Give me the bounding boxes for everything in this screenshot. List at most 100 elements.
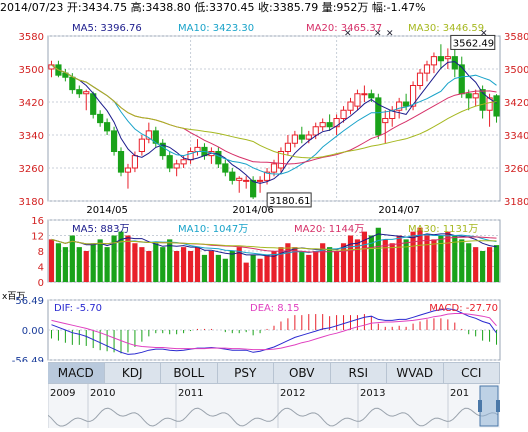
volume-bar (215, 254, 221, 282)
volume-bar (292, 247, 298, 282)
volume-bar (62, 247, 68, 282)
volume-bar (445, 231, 451, 282)
volume-bar (320, 243, 326, 282)
date-tick-label: 2014/05 (86, 205, 128, 216)
candle-body (166, 155, 173, 169)
candle-body (486, 97, 493, 111)
price-axis-right-label: 3580 (504, 32, 528, 43)
candle-body (145, 130, 152, 140)
volume-bar (153, 243, 159, 282)
event-marker-icon: ✕ (480, 29, 488, 39)
ma30-line (51, 64, 497, 159)
candle-body (472, 93, 479, 99)
tab-kdj[interactable]: KDJ (105, 363, 161, 383)
volume-bar (410, 231, 416, 282)
candle-body (104, 122, 111, 132)
candle-body (69, 76, 76, 91)
volume-bar (97, 239, 103, 282)
volume-axis-label: 0 (38, 278, 44, 289)
macd-axis-label: 56.49 (15, 296, 44, 307)
price-axis-left-label: 3420 (19, 98, 44, 109)
volume-unit-label: x百万 (2, 291, 25, 302)
dea-legend: DEA: 8.15 (250, 303, 300, 314)
candle-body (423, 64, 431, 74)
tab-macd[interactable]: MACD (48, 363, 105, 383)
volume-bar (257, 258, 263, 282)
tab-wvad[interactable]: WVAD (387, 363, 444, 383)
navigator-year-label: 2011 (178, 388, 203, 399)
volume-bar (313, 251, 319, 282)
navigator-selection-window[interactable] (479, 385, 499, 427)
candle-body (284, 142, 292, 152)
quote-date: 2014/07/23 (0, 1, 64, 14)
candle-body (250, 179, 257, 198)
low-price-callout-box (266, 192, 312, 208)
dif-legend: DIF: -5.70 (54, 303, 102, 314)
candle-body (403, 101, 410, 107)
macd-legend: MACD: -27.70 (429, 303, 498, 314)
tab-psy[interactable]: PSY (218, 363, 274, 383)
volume-bar (403, 239, 409, 282)
volume-bar (438, 235, 444, 282)
volume-bar (493, 245, 500, 282)
volume-bar (340, 243, 347, 282)
navigator-left-handle[interactable] (478, 400, 482, 412)
candle-body (76, 89, 83, 95)
volume-bar (236, 247, 242, 282)
timeline-navigator[interactable]: 2009 2010 2011 2012 2013 201 (47, 384, 500, 428)
volume-bar (347, 235, 354, 282)
volume-bar (48, 239, 55, 282)
candle-body (83, 91, 90, 95)
price-axis-right-label: 3500 (504, 65, 528, 76)
event-marker-icon: ✕ (374, 29, 382, 39)
volume-bar (250, 254, 256, 282)
navigator-year-label: 2012 (280, 388, 305, 399)
navigator-right-handle[interactable] (496, 400, 500, 412)
candle-body (236, 177, 243, 181)
volume-bar (160, 247, 166, 282)
volume-bar (480, 251, 486, 282)
price-ma10-legend: MA10: 3423.30 (178, 23, 254, 34)
tab-cci[interactable]: CCI (444, 363, 500, 383)
high-price-callout: 3562.49 (453, 38, 494, 49)
price-axis-left-label: 3180 (19, 197, 44, 208)
volume-bar (473, 247, 479, 282)
candle-body (382, 118, 389, 124)
candle-body (256, 179, 264, 182)
candle-body (333, 118, 340, 128)
candle-body (340, 109, 347, 119)
tab-obv[interactable]: OBV (274, 363, 331, 383)
date-tick-label: 2014/06 (232, 205, 274, 216)
volume-bar (118, 231, 124, 282)
candle-body (437, 56, 444, 62)
candle-body (215, 151, 222, 165)
candle-body (229, 171, 236, 181)
candle-body (270, 163, 278, 173)
tab-boll[interactable]: BOLL (161, 363, 218, 383)
price-axis-right-label: 3180 (504, 197, 528, 208)
candle-body (409, 85, 417, 107)
volume-bar (69, 235, 75, 282)
event-marker-icon: ✕ (386, 29, 394, 39)
volume-axis-label: 8 (38, 247, 44, 258)
price-axis-left-label: 3500 (19, 65, 44, 76)
candle-body (180, 159, 187, 165)
candle-body (354, 93, 361, 107)
volume-ma30-legend: MA30: 1131万 (408, 224, 478, 235)
tab-rsi[interactable]: RSI (331, 363, 387, 383)
candle-body (62, 72, 69, 78)
volume-bar (187, 251, 194, 282)
price-axis-left-label: 3260 (19, 164, 44, 175)
navigator-overview-line (47, 407, 499, 427)
candle-body (326, 122, 333, 128)
candle-body (451, 56, 458, 70)
volume-bar (271, 251, 277, 282)
quote-open: 开:3434.75 (66, 1, 128, 14)
price-ma5-legend: MA5: 3396.76 (72, 23, 142, 34)
volume-bar (181, 247, 187, 282)
volume-bar (111, 235, 117, 282)
volume-bar (167, 239, 173, 282)
candle-body (361, 93, 368, 96)
candle-body (305, 134, 312, 140)
volume-bar (466, 243, 472, 282)
